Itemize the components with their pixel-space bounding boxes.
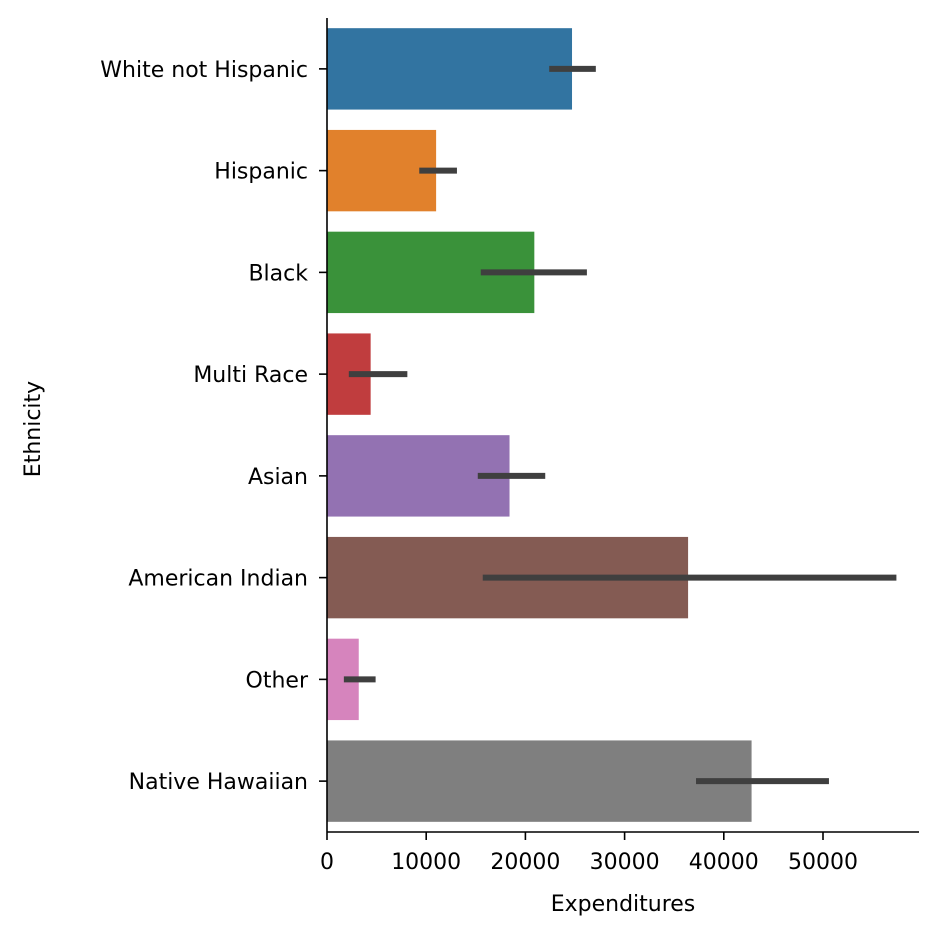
x-tick-label: 0 xyxy=(320,850,334,875)
y-tick-label: Black xyxy=(248,261,308,286)
y-tick-label: White not Hispanic xyxy=(100,58,308,83)
y-tick-label: Hispanic xyxy=(214,160,308,185)
bar-native-hawaiian xyxy=(327,740,752,822)
y-tick-label: American Indian xyxy=(128,567,308,592)
x-tick-label: 20000 xyxy=(490,850,560,875)
error-bars-layer xyxy=(343,65,897,785)
bar-white-not-hispanic xyxy=(327,28,573,110)
x-axis-title: Expenditures xyxy=(551,892,696,917)
x-axis-ticks: 0 10000 20000 30000 40000 50000 xyxy=(320,832,858,875)
bar-hispanic xyxy=(327,129,437,212)
y-tick-label: Asian xyxy=(248,465,308,490)
y-tick-label: Multi Race xyxy=(193,363,308,388)
y-tick-label: Other xyxy=(246,668,309,693)
x-tick-label: 30000 xyxy=(590,850,660,875)
bars-layer xyxy=(327,28,752,822)
x-tick-label: 10000 xyxy=(391,850,461,875)
x-tick-label: 40000 xyxy=(689,850,759,875)
y-axis-ticks: White not Hispanic Hispanic Black Multi Rac… xyxy=(100,58,327,795)
y-tick-label: Native Hawaiian xyxy=(129,770,308,795)
x-tick-label: 50000 xyxy=(788,850,858,875)
y-axis-title: Ethnicity xyxy=(21,381,46,477)
